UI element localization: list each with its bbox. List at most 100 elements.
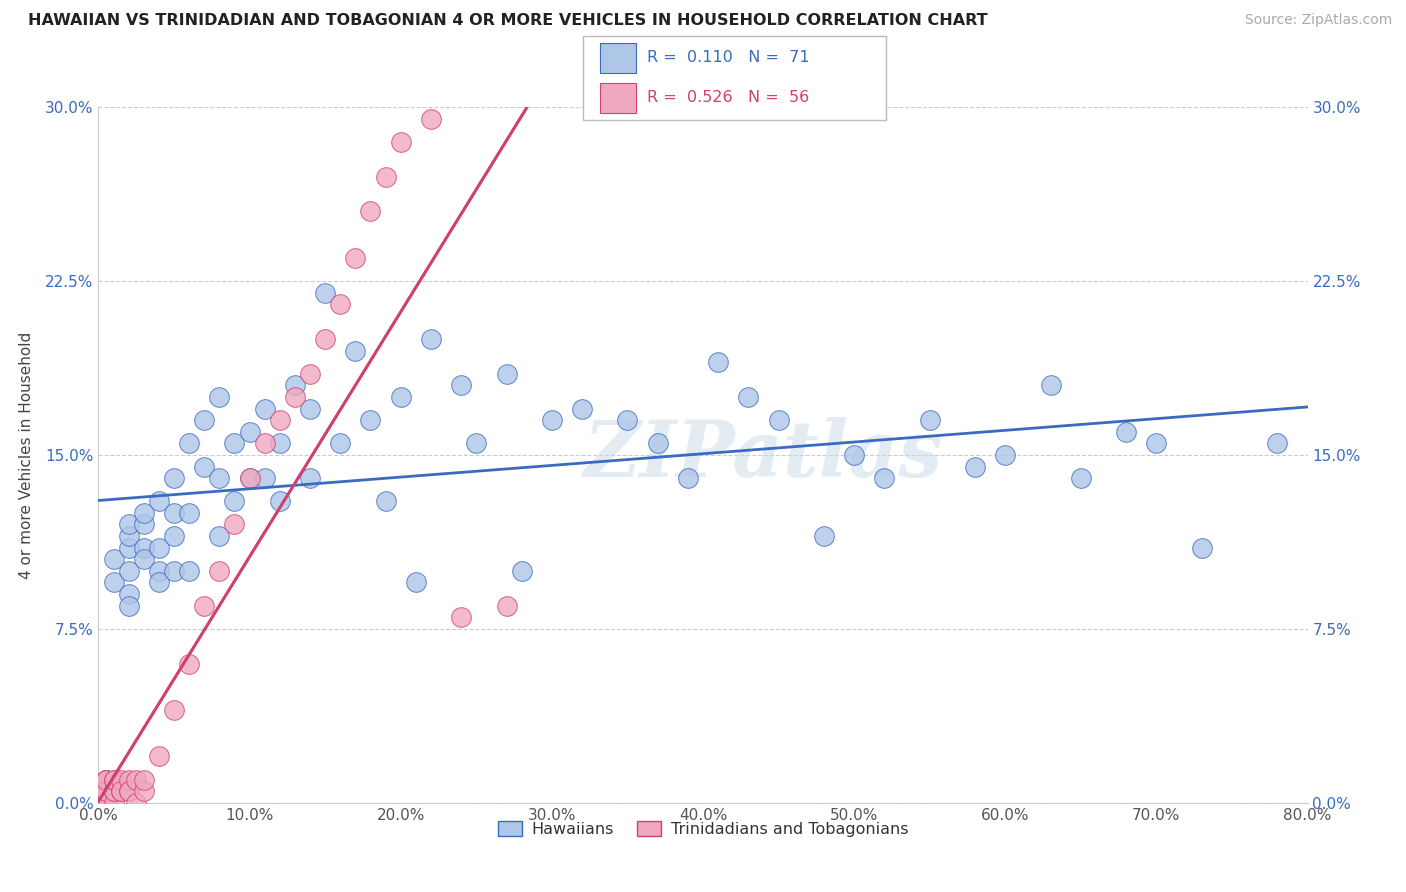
Point (163, 471, 186, 485)
Point (269, 413, 291, 427)
Point (193, 459, 215, 474)
Point (179, 657, 201, 671)
Point (284, 378, 307, 392)
Point (813, 529, 835, 543)
Point (253, 471, 276, 485)
Point (103, 772, 125, 787)
Point (179, 436, 201, 450)
Point (224, 517, 246, 532)
Point (299, 401, 322, 416)
Point (299, 367, 322, 381)
Point (132, 541, 155, 555)
Point (239, 471, 262, 485)
Point (132, 506, 155, 520)
Point (360, 204, 382, 219)
Point (118, 784, 141, 798)
Point (125, 772, 148, 787)
Point (844, 448, 866, 462)
Point (616, 413, 638, 427)
Point (179, 564, 201, 578)
Point (405, 575, 427, 590)
Point (1039, 378, 1062, 392)
Point (374, 169, 396, 184)
Point (118, 784, 141, 798)
Point (224, 494, 246, 508)
Point (269, 436, 291, 450)
Point (103, 772, 125, 787)
Point (94, 796, 117, 810)
Point (420, 332, 443, 346)
Point (94, 772, 117, 787)
Point (360, 413, 382, 427)
Point (94, 784, 117, 798)
Point (148, 575, 170, 590)
Point (94, 796, 117, 810)
Point (163, 529, 186, 543)
Point (389, 390, 412, 404)
Point (239, 471, 262, 485)
Point (450, 378, 472, 392)
Point (420, 112, 443, 126)
Point (314, 332, 336, 346)
Point (103, 552, 125, 566)
Point (148, 564, 170, 578)
Point (103, 784, 125, 798)
Point (1144, 436, 1167, 450)
Point (389, 135, 412, 149)
Point (94, 784, 117, 798)
Point (676, 471, 699, 485)
Point (193, 413, 215, 427)
Y-axis label: 4 or more Vehicles in Household: 4 or more Vehicles in Household (18, 331, 34, 579)
Point (94, 796, 117, 810)
Point (344, 343, 367, 358)
Point (540, 413, 562, 427)
Text: HAWAIIAN VS TRINIDADIAN AND TOBAGONIAN 4 OR MORE VEHICLES IN HOUSEHOLD CORRELATI: HAWAIIAN VS TRINIDADIAN AND TOBAGONIAN 4… (28, 13, 988, 29)
Point (299, 471, 322, 485)
Point (208, 564, 231, 578)
Point (110, 772, 132, 787)
Point (284, 390, 307, 404)
Point (118, 599, 141, 613)
Point (208, 390, 231, 404)
Point (132, 517, 155, 532)
Point (132, 552, 155, 566)
Point (239, 425, 262, 439)
Point (94, 772, 117, 787)
Point (148, 749, 170, 764)
Point (571, 401, 593, 416)
Point (465, 436, 488, 450)
Point (94, 784, 117, 798)
Point (94, 784, 117, 798)
Point (737, 390, 759, 404)
Point (329, 297, 352, 311)
Point (374, 494, 396, 508)
Point (1191, 541, 1213, 555)
Point (163, 564, 186, 578)
Point (132, 772, 155, 787)
Point (110, 784, 132, 798)
Point (163, 506, 186, 520)
Point (103, 784, 125, 798)
Point (450, 610, 472, 624)
Point (118, 529, 141, 543)
Point (269, 494, 291, 508)
Point (1115, 425, 1137, 439)
Point (103, 575, 125, 590)
Point (94, 796, 117, 810)
Point (707, 355, 730, 369)
Point (510, 564, 533, 578)
Point (314, 285, 336, 300)
Point (118, 587, 141, 601)
Point (118, 541, 141, 555)
Point (179, 506, 201, 520)
Point (94, 796, 117, 810)
Point (118, 564, 141, 578)
Point (768, 413, 790, 427)
Point (94, 796, 117, 810)
Point (253, 401, 276, 416)
Point (647, 436, 669, 450)
Point (103, 784, 125, 798)
Point (495, 367, 517, 381)
Point (148, 494, 170, 508)
Text: R =  0.110   N =  71: R = 0.110 N = 71 (647, 50, 810, 65)
